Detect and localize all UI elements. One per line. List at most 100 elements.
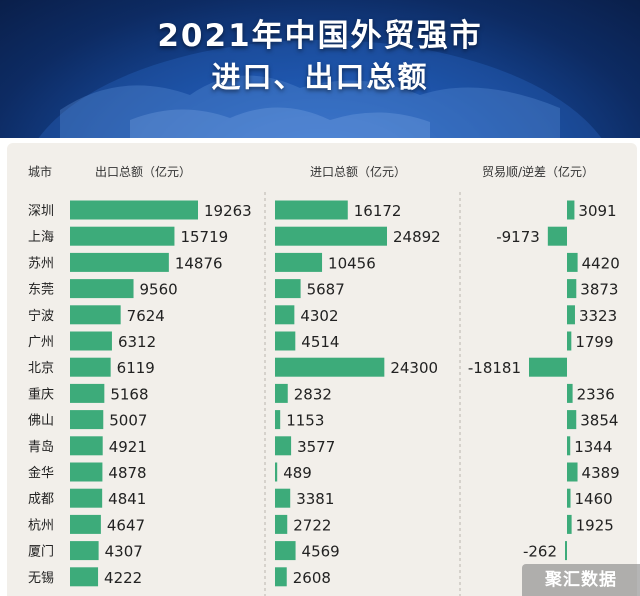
balance-bar xyxy=(567,410,577,430)
city-label: 成都 xyxy=(28,492,54,507)
export-bar xyxy=(70,226,175,246)
export-value-label: 19263 xyxy=(204,202,252,220)
export-bar xyxy=(70,383,105,403)
city-label: 深圳 xyxy=(28,204,54,219)
import-value-label: 16172 xyxy=(354,202,402,220)
import-value-label: 1153 xyxy=(286,412,324,430)
city-label: 青岛 xyxy=(28,439,54,455)
export-value-label: 4222 xyxy=(104,569,142,587)
balance-value-label: 3873 xyxy=(580,281,618,299)
export-value-label: 4841 xyxy=(108,490,146,508)
balance-bar xyxy=(567,514,572,534)
balance-value-label: 1344 xyxy=(574,438,612,456)
balance-bar xyxy=(567,331,572,351)
export-bar xyxy=(70,357,111,377)
export-bar xyxy=(70,279,134,299)
export-bar xyxy=(70,436,103,456)
export-bar xyxy=(70,541,99,561)
import-value-label: 3381 xyxy=(296,490,334,508)
import-bar xyxy=(275,305,295,325)
export-bar xyxy=(70,514,101,534)
export-value-label: 14876 xyxy=(175,254,223,272)
balance-value-label: 1460 xyxy=(575,490,613,508)
balance-bar xyxy=(567,488,571,508)
export-bar xyxy=(70,488,103,508)
import-bar xyxy=(275,436,292,456)
page-title: 2021年中国外贸强市 xyxy=(157,18,483,54)
balance-value-label: -9173 xyxy=(496,228,540,246)
balance-bar xyxy=(567,279,577,299)
import-value-label: 489 xyxy=(283,464,312,482)
export-bar xyxy=(70,331,112,351)
export-value-label: 4921 xyxy=(109,438,147,456)
import-bar xyxy=(275,488,291,508)
balance-bar xyxy=(567,436,571,456)
city-label: 北京 xyxy=(28,361,54,376)
column-header-0: 城市 xyxy=(28,164,52,179)
city-label: 东莞 xyxy=(28,283,54,298)
watermark: 聚汇数据 xyxy=(522,564,640,596)
import-value-label: 4302 xyxy=(300,307,338,325)
balance-bar xyxy=(567,305,575,325)
import-value-label: 10456 xyxy=(328,254,376,272)
import-bar xyxy=(275,462,278,482)
import-value-label: 4514 xyxy=(301,333,339,351)
balance-value-label: 4420 xyxy=(582,254,620,272)
export-value-label: 4647 xyxy=(107,516,145,534)
balance-value-label: 2336 xyxy=(577,385,615,403)
import-value-label: 2832 xyxy=(294,385,332,403)
export-value-label: 4307 xyxy=(105,543,143,561)
balance-bar xyxy=(567,200,575,220)
import-value-label: 4569 xyxy=(302,543,340,561)
import-bar xyxy=(275,279,301,299)
export-value-label: 4878 xyxy=(108,464,146,482)
column-header-2: 进口总额（亿元） xyxy=(310,164,406,179)
export-value-label: 6119 xyxy=(117,359,155,377)
balance-bar xyxy=(565,541,567,561)
page-subtitle: 进口、出口总额 xyxy=(211,60,429,94)
export-bar xyxy=(70,410,104,430)
export-bar xyxy=(70,567,99,587)
export-value-label: 9560 xyxy=(140,281,178,299)
balance-value-label: 3854 xyxy=(580,412,618,430)
city-label: 重庆 xyxy=(28,386,54,402)
export-bar xyxy=(70,200,198,220)
import-value-label: 5687 xyxy=(307,281,345,299)
import-bar xyxy=(275,200,348,220)
export-value-label: 5168 xyxy=(110,385,148,403)
export-value-label: 15719 xyxy=(180,228,228,246)
city-label: 佛山 xyxy=(28,414,54,429)
import-bar xyxy=(275,331,296,351)
balance-bar xyxy=(567,252,578,272)
city-label: 金华 xyxy=(28,465,54,481)
import-bar xyxy=(275,252,323,272)
balance-value-label: 4389 xyxy=(582,464,620,482)
city-label: 宁波 xyxy=(28,308,54,324)
import-value-label: 24300 xyxy=(390,359,438,377)
import-bar xyxy=(275,383,288,403)
city-label: 上海 xyxy=(28,230,54,245)
city-label: 广州 xyxy=(28,335,54,350)
world-globe-icon xyxy=(38,40,602,138)
import-bar xyxy=(275,226,387,246)
import-bar xyxy=(275,567,287,587)
export-bar xyxy=(70,252,169,272)
export-bar xyxy=(70,462,103,482)
column-header-3: 贸易顺/逆差（亿元） xyxy=(482,164,594,179)
import-value-label: 2722 xyxy=(293,516,331,534)
import-value-label: 24892 xyxy=(393,228,441,246)
export-value-label: 6312 xyxy=(118,333,156,351)
balance-bar xyxy=(529,357,567,377)
balance-value-label: -18181 xyxy=(468,359,521,377)
city-label: 苏州 xyxy=(28,255,54,271)
city-label: 厦门 xyxy=(28,545,54,560)
header-banner: 2021年中国外贸强市 进口、出口总额 xyxy=(0,0,640,138)
balance-bar xyxy=(567,462,578,482)
balance-value-label: 3323 xyxy=(579,307,617,325)
city-label: 无锡 xyxy=(28,571,54,586)
city-label: 杭州 xyxy=(28,518,54,533)
column-header-1: 出口总额（亿元） xyxy=(95,164,191,179)
balance-value-label: -262 xyxy=(523,543,557,561)
balance-bar xyxy=(567,383,573,403)
